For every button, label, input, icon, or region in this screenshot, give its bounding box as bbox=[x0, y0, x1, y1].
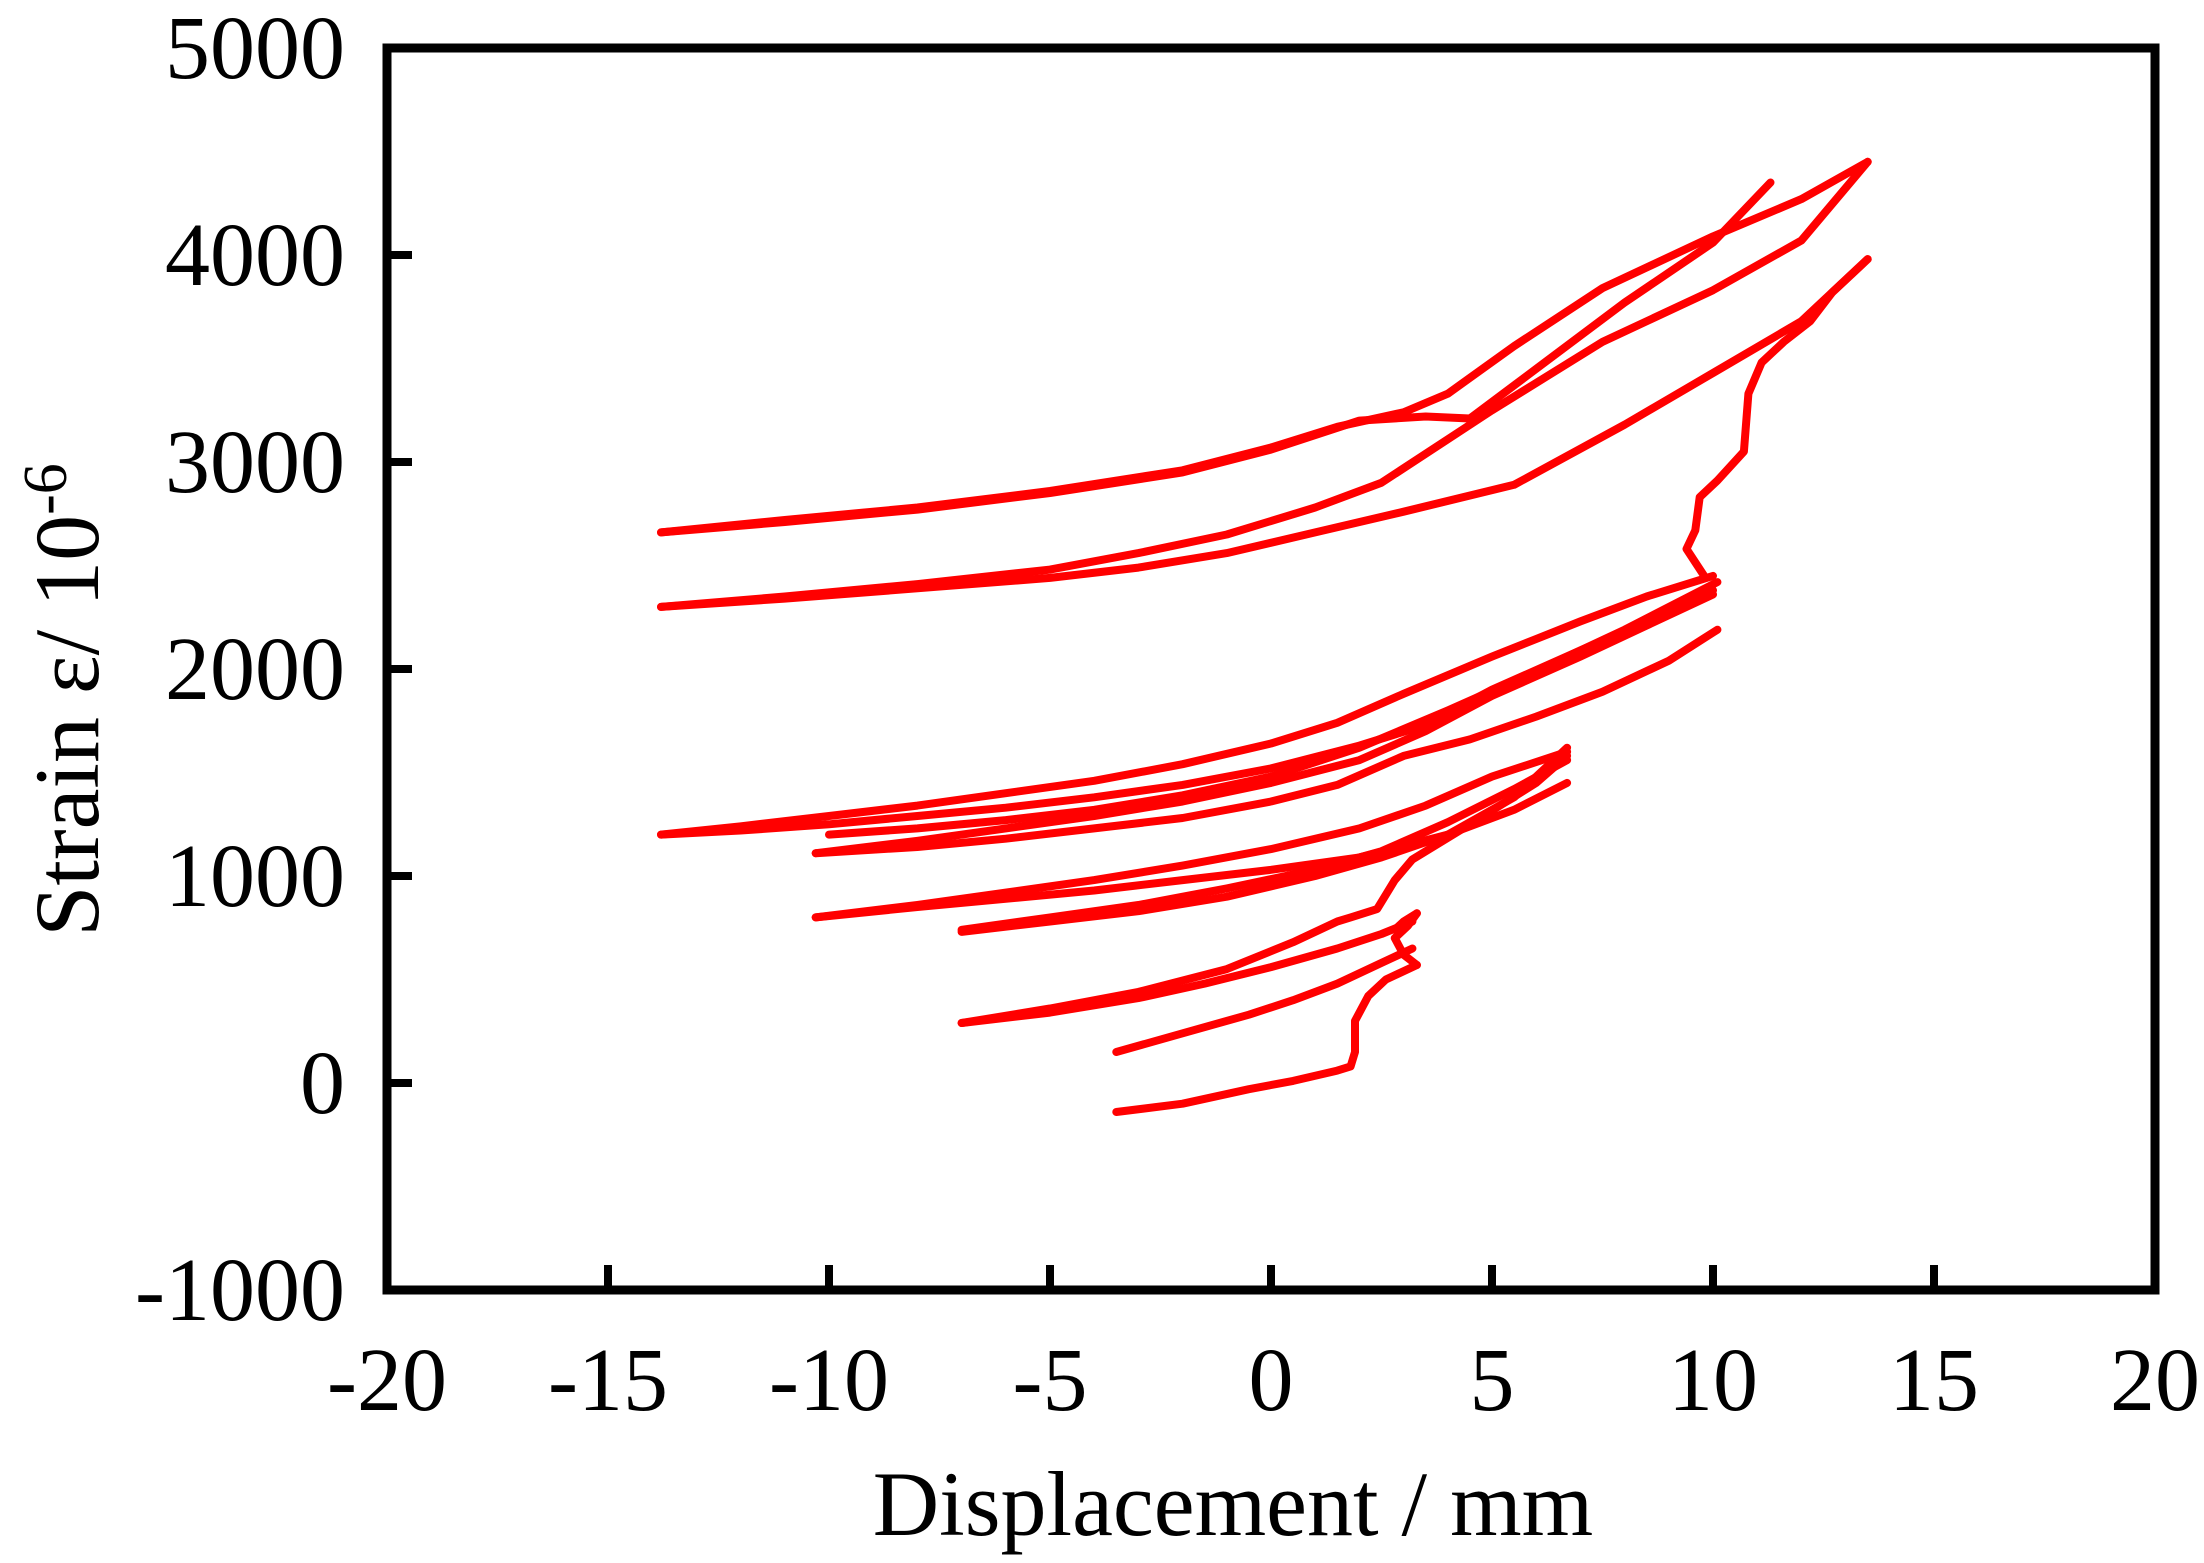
series-line-11 bbox=[657, 571, 1717, 839]
series-line-13 bbox=[811, 625, 1722, 858]
series-line-15 bbox=[825, 578, 1722, 839]
x-tick-label: 15 bbox=[1889, 1331, 1979, 1430]
y-tick-label: 5000 bbox=[165, 0, 345, 98]
x-tick-label: -20 bbox=[327, 1331, 447, 1430]
y-tick-label: 3000 bbox=[165, 413, 345, 512]
x-tick-label: -10 bbox=[769, 1331, 889, 1430]
y-tick-label: 1000 bbox=[165, 827, 345, 926]
series-line-14 bbox=[811, 590, 1717, 858]
y-tick-label: 2000 bbox=[165, 620, 345, 719]
series-line-1 bbox=[1112, 961, 1421, 1116]
y-axis-title-main: Strain ε/ 10 bbox=[16, 515, 118, 937]
tick-labels-layer: -20 -15 -10 -5 0 5 10 15 20 -1000 0 1000 2000 3000 400… bbox=[135, 0, 2200, 1430]
x-tick-label: 0 bbox=[1249, 1331, 1294, 1430]
y-axis-title-exponent: -6 bbox=[12, 463, 80, 515]
y-tick-label: -1000 bbox=[135, 1241, 345, 1340]
x-tick-label: 5 bbox=[1470, 1331, 1515, 1430]
series-line-2 bbox=[1112, 944, 1417, 1056]
series-line-7 bbox=[957, 743, 1572, 936]
series-line-20 bbox=[657, 157, 1872, 537]
plot-frame bbox=[382, 43, 2160, 1295]
y-tick-label: 0 bbox=[300, 1034, 345, 1133]
series-line-9 bbox=[811, 778, 1572, 922]
series-line-5 bbox=[957, 917, 1417, 1027]
series-line-19 bbox=[657, 178, 1775, 537]
x-tick-label: -5 bbox=[1013, 1331, 1088, 1430]
series-line-10 bbox=[811, 747, 1572, 922]
y-axis-title: Strain ε/ 10-6 bbox=[12, 463, 118, 937]
series-layer bbox=[657, 157, 1872, 1116]
series-line-17 bbox=[657, 255, 1872, 611]
x-tick-label: -15 bbox=[548, 1331, 668, 1430]
x-tick-label: 10 bbox=[1668, 1331, 1758, 1430]
series-line-8 bbox=[957, 756, 1572, 934]
series-line-18 bbox=[657, 157, 1872, 611]
series-line-16 bbox=[1682, 255, 1872, 580]
ticks-layer bbox=[387, 251, 1938, 1290]
y-tick-label: 4000 bbox=[165, 206, 345, 305]
x-axis-title: Displacement / mm bbox=[873, 1453, 1594, 1555]
x-tick-label: 20 bbox=[2110, 1331, 2200, 1430]
